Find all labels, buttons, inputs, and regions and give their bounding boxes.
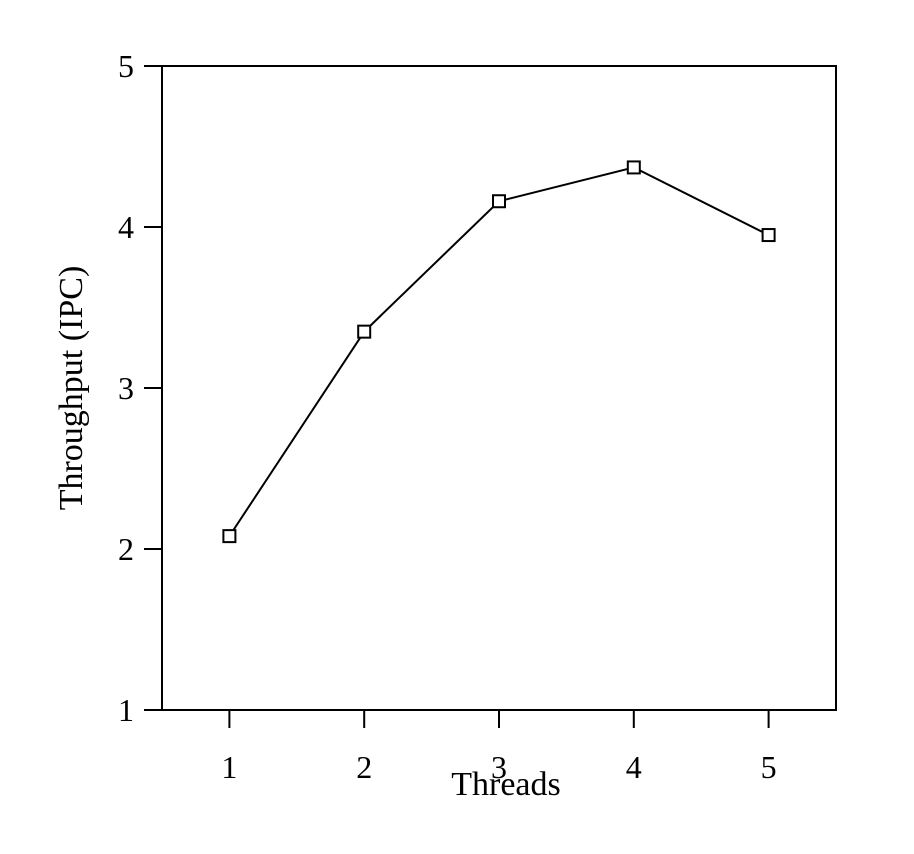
y-tick-label: 2 — [118, 531, 134, 567]
x-tick-label: 3 — [491, 749, 507, 785]
data-point-marker — [626, 160, 641, 175]
y-tick-label: 1 — [118, 692, 134, 728]
y-axis-label: Throughput (IPC) — [53, 266, 90, 511]
data-point-marker — [222, 529, 237, 544]
data-point-marker — [492, 194, 506, 209]
y-tick-label: 4 — [118, 209, 134, 245]
data-point-marker — [761, 228, 776, 243]
x-tick-label: 1 — [221, 749, 237, 785]
y-axis-ticks: 1 2 3 4 5 — [118, 48, 162, 728]
y-tick-label: 3 — [118, 370, 134, 406]
x-axis-label: Threads — [451, 766, 561, 803]
plot-frame — [161, 65, 837, 711]
series-line — [228, 166, 770, 537]
y-tick-label: 5 — [118, 48, 134, 84]
x-tick-label: 5 — [761, 749, 777, 785]
x-tick-label: 4 — [626, 749, 642, 785]
data-point-marker — [357, 324, 372, 339]
x-tick-label: 2 — [356, 749, 372, 785]
x-axis-ticks: 1 2 3 4 5 — [221, 710, 777, 785]
series-group — [222, 160, 776, 544]
